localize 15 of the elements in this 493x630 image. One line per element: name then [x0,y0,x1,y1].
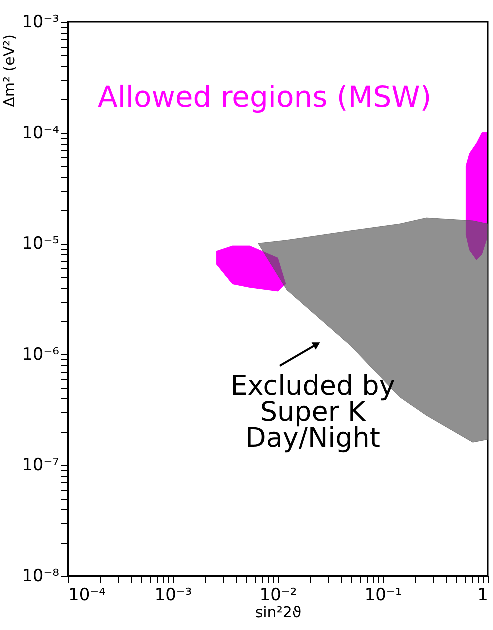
y-tick-label: 10⁻⁸ [22,566,60,586]
y-tick-label: 10⁻⁵ [22,234,60,254]
x-axis-title: sin²2ϑ [255,604,302,622]
x-tick-label: 1 [478,586,488,606]
annotation: Allowed regions (MSW) [98,80,432,114]
x-tick-label: 10⁻³ [154,586,192,606]
x-tick-label: 10⁻² [260,586,298,606]
annotation: Excluded by Super K Day/Night [230,371,396,454]
y-tick-label: 10⁻³ [22,12,60,32]
y-tick-label: 10⁻⁶ [22,344,60,365]
x-tick-label: 10⁻¹ [364,586,402,606]
y-tick-label: 10⁻⁴ [22,123,60,144]
y-tick-label: 10⁻⁷ [22,456,60,476]
y-axis-title: Δm² (eV²) [0,34,18,108]
x-tick-label: 10⁻⁴ [68,586,106,606]
